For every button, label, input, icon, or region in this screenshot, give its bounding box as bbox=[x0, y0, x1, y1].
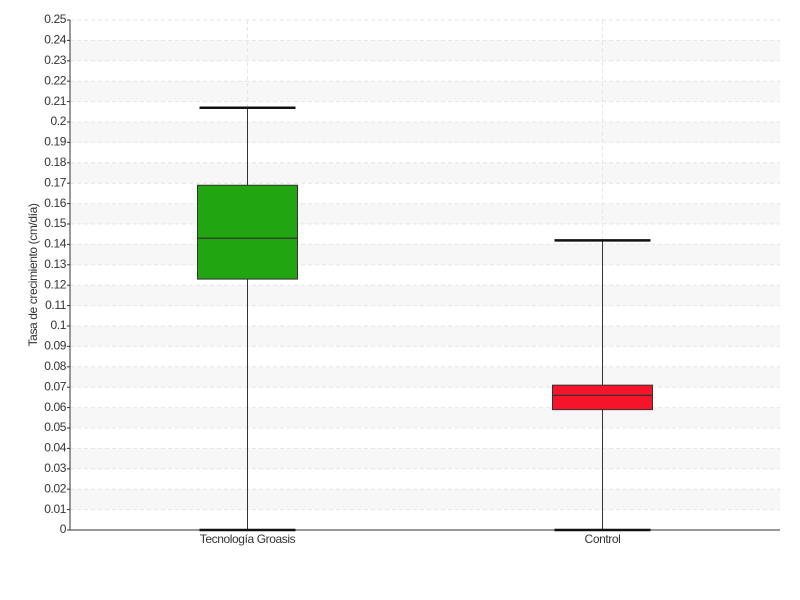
y-tick-label: 0.04 bbox=[44, 441, 66, 455]
box bbox=[552, 384, 653, 411]
grid-band bbox=[70, 162, 780, 184]
grid-band bbox=[70, 448, 780, 469]
box bbox=[197, 184, 298, 280]
x-tick-label: Tecnología Groasis bbox=[200, 532, 296, 546]
y-tick-label: 0.25 bbox=[44, 12, 66, 26]
y-tick-label: 0.24 bbox=[44, 33, 66, 47]
y-tick-label: 0.11 bbox=[45, 298, 67, 312]
grid-band bbox=[70, 285, 780, 306]
y-tick-label: 0.19 bbox=[44, 135, 66, 149]
y-tick-label: 0.05 bbox=[44, 420, 66, 434]
grid-band bbox=[70, 40, 780, 61]
y-tick-label: 0.07 bbox=[44, 379, 66, 393]
y-tick-label: 0.09 bbox=[44, 339, 66, 353]
grid-band bbox=[70, 407, 780, 428]
grid-band bbox=[70, 203, 780, 224]
y-tick-label: 0 bbox=[60, 522, 67, 536]
y-tick-label: 0.13 bbox=[44, 257, 66, 271]
y-tick-label: 0.08 bbox=[44, 359, 66, 373]
y-tick-label: 0.16 bbox=[44, 196, 66, 210]
grid-band bbox=[70, 366, 780, 388]
y-tick-label: 0.02 bbox=[44, 481, 66, 495]
y-tick-label: 0.23 bbox=[44, 53, 66, 67]
y-tick-label: 0.12 bbox=[44, 277, 66, 291]
y-tick-label: 0.06 bbox=[44, 400, 66, 414]
grid-band bbox=[70, 122, 780, 143]
y-tick-label: 0.2 bbox=[51, 114, 67, 128]
grid-band bbox=[70, 81, 780, 102]
y-tick-label: 0.15 bbox=[44, 216, 66, 230]
y-tick-label: 0.17 bbox=[44, 175, 66, 189]
y-tick-label: 0.21 bbox=[44, 94, 66, 108]
y-tick-label: 0.01 bbox=[44, 502, 66, 516]
y-tick-label: 0.18 bbox=[44, 155, 66, 169]
grid-band bbox=[70, 244, 780, 265]
x-tick-label: Control bbox=[585, 532, 621, 546]
y-tick-label: 0.03 bbox=[44, 461, 66, 475]
y-tick-label: 0.14 bbox=[44, 237, 66, 251]
y-axis-label: Tasa de crecimiento (cm/día) bbox=[26, 203, 40, 346]
y-tick-label: 0.22 bbox=[44, 73, 66, 87]
grid-band bbox=[70, 326, 780, 347]
grid-band bbox=[70, 489, 780, 510]
y-tick-label: 0.1 bbox=[51, 318, 67, 332]
